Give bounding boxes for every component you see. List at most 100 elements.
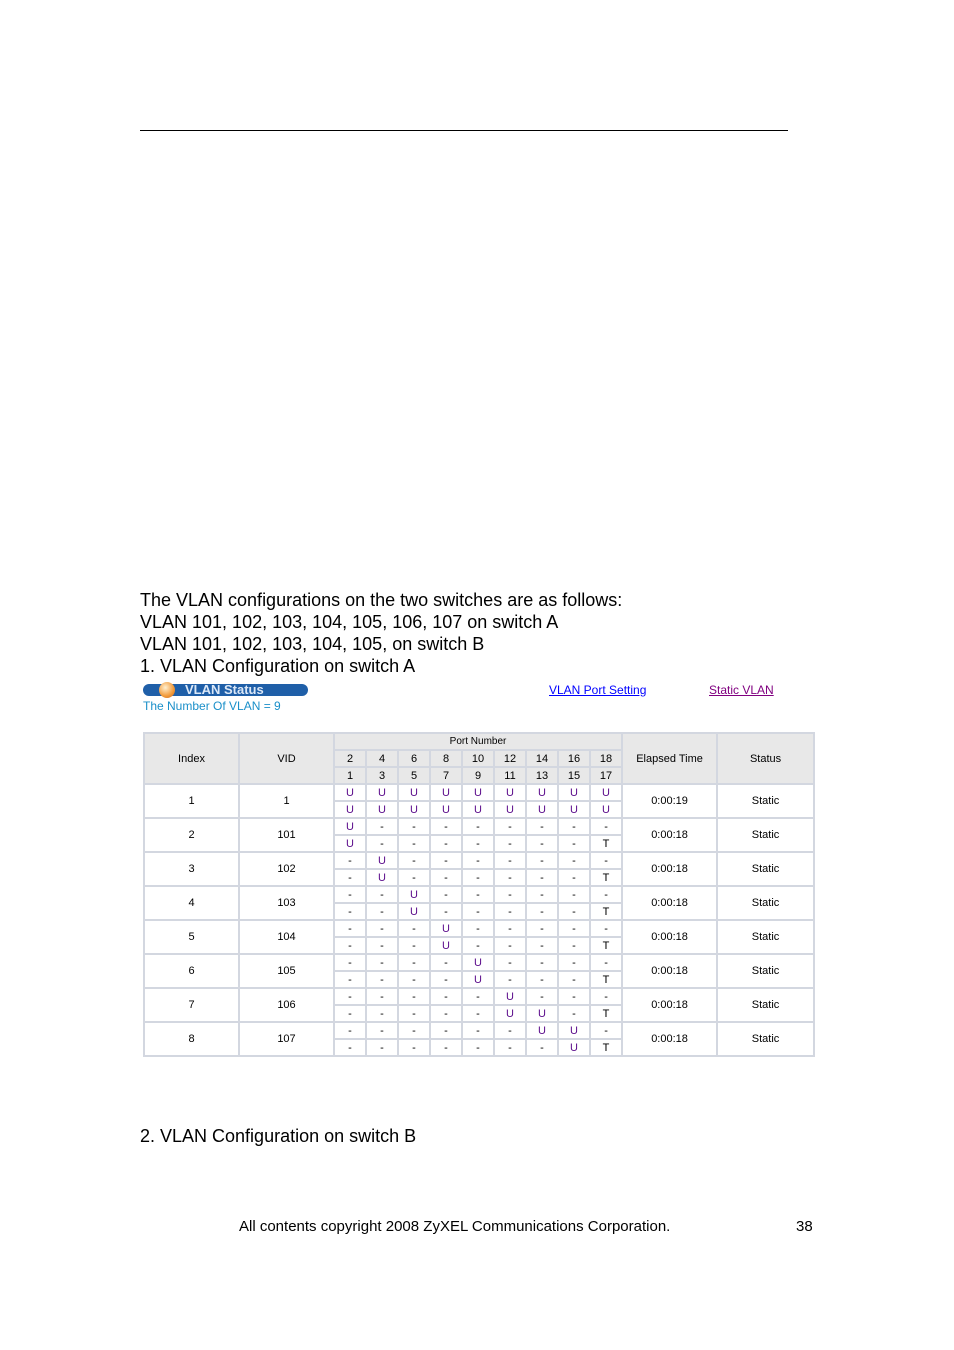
elapsed-cell: 0:00:18 — [621, 987, 719, 1023]
port-cell: - — [557, 902, 591, 921]
vid-cell: 104 — [238, 919, 335, 955]
port-cell: - — [588, 953, 624, 972]
port-cell: - — [397, 817, 431, 836]
port-cell: - — [493, 919, 527, 938]
port-cell: - — [525, 919, 559, 938]
banner-title: VLAN Status — [185, 682, 264, 697]
elapsed-cell: 0:00:18 — [621, 1021, 719, 1057]
port-cell: - — [429, 953, 463, 972]
port-header: 3 — [365, 766, 399, 785]
vid-cell: 101 — [238, 817, 335, 853]
port-cell: - — [333, 1021, 367, 1040]
port-cell: - — [333, 936, 367, 955]
port-cell: U — [557, 1038, 591, 1057]
port-cell: U — [493, 783, 527, 802]
port-cell: U — [365, 800, 399, 819]
port-cell: U — [429, 936, 463, 955]
port-cell: U — [333, 834, 367, 853]
port-cell: - — [429, 1038, 463, 1057]
vlan-port-setting-link[interactable]: VLAN Port Setting — [549, 683, 647, 697]
elapsed-cell: 0:00:18 — [621, 885, 719, 921]
port-cell: U — [333, 800, 367, 819]
port-cell: - — [365, 970, 399, 989]
port-header: 1 — [333, 766, 367, 785]
port-cell: - — [525, 987, 559, 1006]
port-cell: - — [525, 851, 559, 870]
port-cell: - — [557, 868, 591, 887]
elapsed-cell: 0:00:18 — [621, 851, 719, 887]
port-cell: T — [588, 970, 624, 989]
port-cell: - — [525, 868, 559, 887]
port-cell: - — [397, 1038, 431, 1057]
port-cell: - — [588, 817, 624, 836]
vid-cell: 107 — [238, 1021, 335, 1057]
port-cell: - — [429, 987, 463, 1006]
port-cell: U — [588, 800, 624, 819]
elapsed-cell: 0:00:18 — [621, 919, 719, 955]
index-cell: 1 — [143, 783, 240, 819]
table-subrow: U-------T — [144, 834, 814, 853]
port-cell: T — [588, 834, 624, 853]
port-cell: - — [333, 919, 367, 938]
port-header: 11 — [493, 766, 527, 785]
port-header: 9 — [461, 766, 495, 785]
port-header: 12 — [493, 749, 527, 768]
static-vlan-link[interactable]: Static VLAN — [709, 683, 774, 697]
port-cell: - — [461, 902, 495, 921]
port-cell: T — [588, 936, 624, 955]
port-cell: - — [461, 868, 495, 887]
port-cell: T — [588, 868, 624, 887]
header-elapsed-time: Elapsed Time — [621, 732, 719, 785]
port-cell: - — [461, 1004, 495, 1023]
port-cell: - — [333, 987, 367, 1006]
port-cell: U — [493, 800, 527, 819]
port-cell: - — [557, 953, 591, 972]
port-cell: - — [365, 1038, 399, 1057]
intro-line: VLAN 101, 102, 103, 104, 105, on switch … — [140, 634, 485, 654]
port-cell: - — [365, 885, 399, 904]
intro-line: The VLAN configurations on the two switc… — [140, 590, 623, 610]
port-cell: - — [557, 970, 591, 989]
port-cell: - — [429, 817, 463, 836]
port-cell: - — [365, 817, 399, 836]
port-cell: - — [525, 936, 559, 955]
port-cell: - — [333, 953, 367, 972]
elapsed-cell: 0:00:18 — [621, 953, 719, 989]
table-subrow: -U------T — [144, 868, 814, 887]
port-cell: - — [429, 868, 463, 887]
vlan-count: The Number Of VLAN = 9 — [143, 699, 281, 713]
port-cell: U — [461, 800, 495, 819]
port-cell: - — [493, 936, 527, 955]
port-cell: - — [333, 970, 367, 989]
port-cell: U — [429, 919, 463, 938]
port-cell: U — [557, 800, 591, 819]
port-cell: - — [365, 1021, 399, 1040]
port-header: 18 — [588, 749, 624, 768]
port-cell: - — [461, 1021, 495, 1040]
port-header: 7 — [429, 766, 463, 785]
header-vid: VID — [238, 732, 335, 785]
port-cell: - — [557, 987, 591, 1006]
table-row: 8 107- - - - - - U U -0:00:18 Static — [143, 1021, 816, 1057]
port-cell: - — [493, 953, 527, 972]
copyright: All contents copyright 2008 ZyXEL Commun… — [239, 1218, 671, 1235]
port-cell: - — [429, 851, 463, 870]
port-cell: - — [525, 970, 559, 989]
status-cell: Static — [716, 953, 816, 989]
port-cell: U — [525, 783, 559, 802]
port-cell: - — [557, 885, 591, 904]
port-cell: U — [525, 1004, 559, 1023]
port-cell: T — [588, 902, 624, 921]
port-cell: - — [557, 1004, 591, 1023]
port-cell: - — [397, 834, 431, 853]
status-cell: Static — [716, 919, 816, 955]
table-row: 5 104- - - U - - - - -0:00:18 Static — [143, 919, 816, 955]
port-cell: - — [557, 919, 591, 938]
port-header: 14 — [525, 749, 559, 768]
index-cell: 2 — [143, 817, 240, 853]
port-cell: - — [333, 902, 367, 921]
table-row: 7 106- - - - - U - - -0:00:18 Static — [143, 987, 816, 1023]
status-cell: Static — [716, 817, 816, 853]
